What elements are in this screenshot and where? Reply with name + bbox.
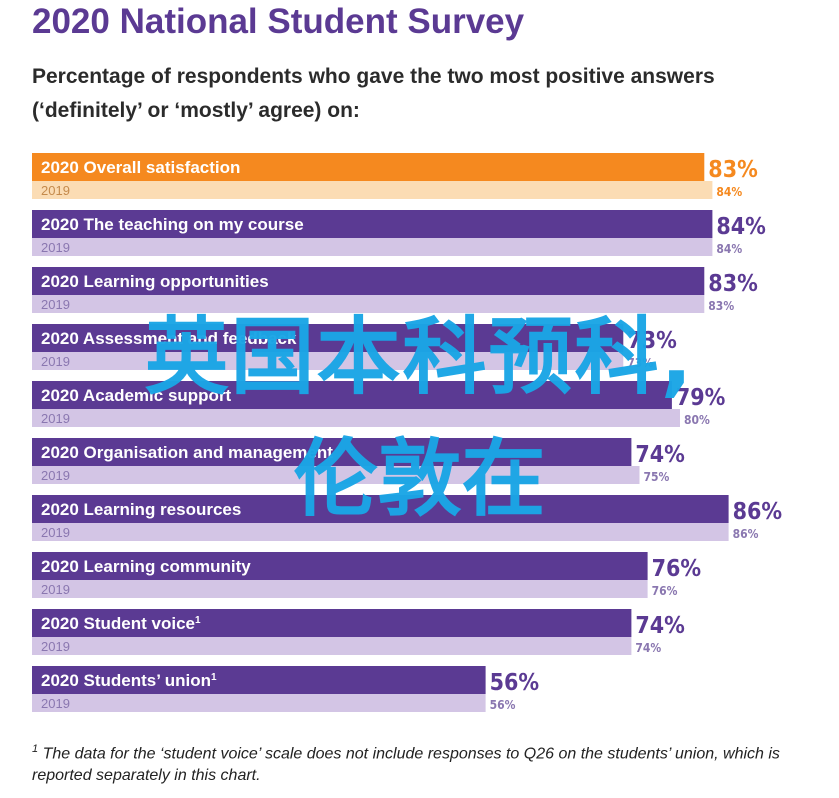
- value-label-2019: 76%: [652, 584, 678, 598]
- bar-label-2019: 2019: [41, 696, 70, 711]
- bar-label-2020: 2020 Learning opportunities: [41, 272, 269, 291]
- value-label-2019: 83%: [708, 299, 734, 313]
- footnote-marker: 1: [211, 672, 217, 683]
- value-label-2020: 74%: [635, 613, 685, 639]
- bar-2020: [32, 552, 648, 580]
- value-label-2019: 84%: [716, 242, 742, 256]
- value-label-2020: 83%: [708, 271, 758, 297]
- bar-label-2020: 2020 The teaching on my course: [41, 215, 304, 234]
- value-label-2020: 74%: [635, 442, 685, 468]
- bar-label-2019: 2019: [41, 411, 70, 426]
- value-label-2019: 56%: [490, 698, 516, 712]
- footnote-marker: 1: [32, 743, 39, 755]
- bar-label-2019: 2019: [41, 525, 70, 540]
- value-label-2019: 75%: [644, 470, 670, 484]
- value-label-2019: 84%: [716, 185, 742, 199]
- value-label-2019: 74%: [635, 641, 661, 655]
- bar-2019: [32, 580, 648, 598]
- bar-2020: [32, 381, 672, 409]
- bar-label-2019: 2019: [41, 582, 70, 597]
- bar-2020: [32, 324, 624, 352]
- bar-2020: [32, 495, 729, 523]
- bar-2019: [32, 409, 680, 427]
- bar-2020: [32, 267, 705, 295]
- bar-2020: [32, 609, 632, 637]
- bar-label-2020: 2020 Students’ union1: [41, 671, 217, 690]
- bar-2020: [32, 153, 705, 181]
- bar-label-2019: 2019: [41, 468, 70, 483]
- bar-2019: [32, 352, 624, 370]
- bar-label-2020: 2020 Organisation and management: [41, 443, 333, 462]
- bar-label-2020: 2020 Overall satisfaction: [41, 158, 240, 177]
- bar-label-2019: 2019: [41, 240, 70, 255]
- bar-label-2020: 2020 Learning community: [41, 557, 251, 576]
- value-label-2020: 83%: [708, 157, 758, 183]
- value-label-2020: 79%: [676, 385, 726, 411]
- footnote-text: The data for the ‘student voice’ scale d…: [32, 745, 780, 785]
- bar-2019: [32, 181, 713, 199]
- value-label-2020: 76%: [652, 556, 702, 582]
- bar-label-2020: 2020 Academic support: [41, 386, 232, 405]
- bar-2019: [32, 637, 632, 655]
- bar-label-2019: 2019: [41, 297, 70, 312]
- bar-2019: [32, 694, 486, 712]
- bar-2019: [32, 466, 640, 484]
- value-label-2019: 73%: [627, 356, 653, 370]
- value-label-2020: 84%: [716, 214, 766, 240]
- bar-label-2019: 2019: [41, 183, 70, 198]
- bar-label-2020: 2020 Student voice1: [41, 614, 201, 633]
- bar-label-2019: 2019: [41, 639, 70, 654]
- value-label-2020: 73%: [627, 328, 677, 354]
- bar-2019: [32, 295, 705, 313]
- bar-label-2020: 2020 Assessment and feedback: [41, 329, 297, 348]
- bar-2020: [32, 666, 486, 694]
- value-label-2019: 80%: [684, 413, 710, 427]
- chart-subtitle: Percentage of respondents who gave the t…: [32, 65, 715, 122]
- footnote-marker: 1: [195, 615, 201, 626]
- bar-2019: [32, 523, 729, 541]
- page-title: 2020 National Student Survey: [32, 2, 525, 41]
- value-label-2020: 86%: [733, 499, 783, 525]
- value-label-2020: 56%: [490, 670, 540, 696]
- bar-label-2019: 2019: [41, 354, 70, 369]
- bar-2020: [32, 438, 632, 466]
- bar-label-2020: 2020 Learning resources: [41, 500, 241, 519]
- footnote: 1 The data for the ‘student voice’ scale…: [32, 738, 822, 787]
- bar-2020: [32, 210, 713, 238]
- value-label-2019: 86%: [733, 527, 759, 541]
- bar-2019: [32, 238, 713, 256]
